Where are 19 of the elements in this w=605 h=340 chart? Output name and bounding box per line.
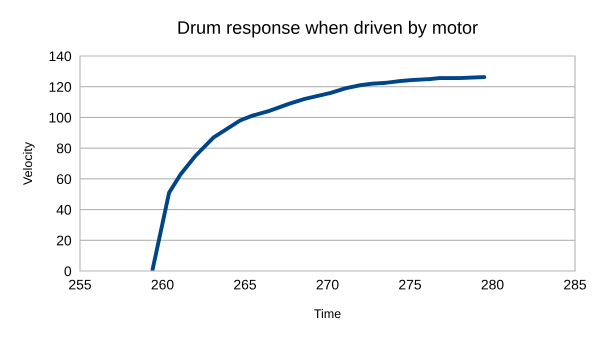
x-tick-label: 280 bbox=[482, 280, 504, 290]
chart-title: Drum response when driven by motor bbox=[178, 20, 478, 38]
y-tick-label: 120 bbox=[50, 82, 72, 92]
x-tick-label: 265 bbox=[234, 280, 256, 290]
x-tick-label: 285 bbox=[564, 280, 586, 290]
x-axis-title: Time bbox=[314, 308, 341, 318]
y-axis-title: Velocity bbox=[22, 142, 35, 185]
line-series bbox=[150, 75, 486, 271]
y-tick-label: 20 bbox=[56, 236, 72, 246]
x-tick-label: 260 bbox=[152, 280, 174, 290]
x-tick-label: 270 bbox=[316, 280, 339, 290]
y-tick-label: 100 bbox=[50, 112, 72, 123]
x-tick-label: 275 bbox=[399, 280, 422, 290]
y-tick-label: 80 bbox=[56, 143, 72, 154]
y-tick-label: 0 bbox=[64, 266, 72, 276]
y-tick-label: 60 bbox=[56, 174, 72, 184]
y-tick-label: 140 bbox=[50, 51, 72, 62]
x-tick-label: 255 bbox=[69, 280, 92, 290]
y-tick-label: 40 bbox=[56, 204, 72, 215]
